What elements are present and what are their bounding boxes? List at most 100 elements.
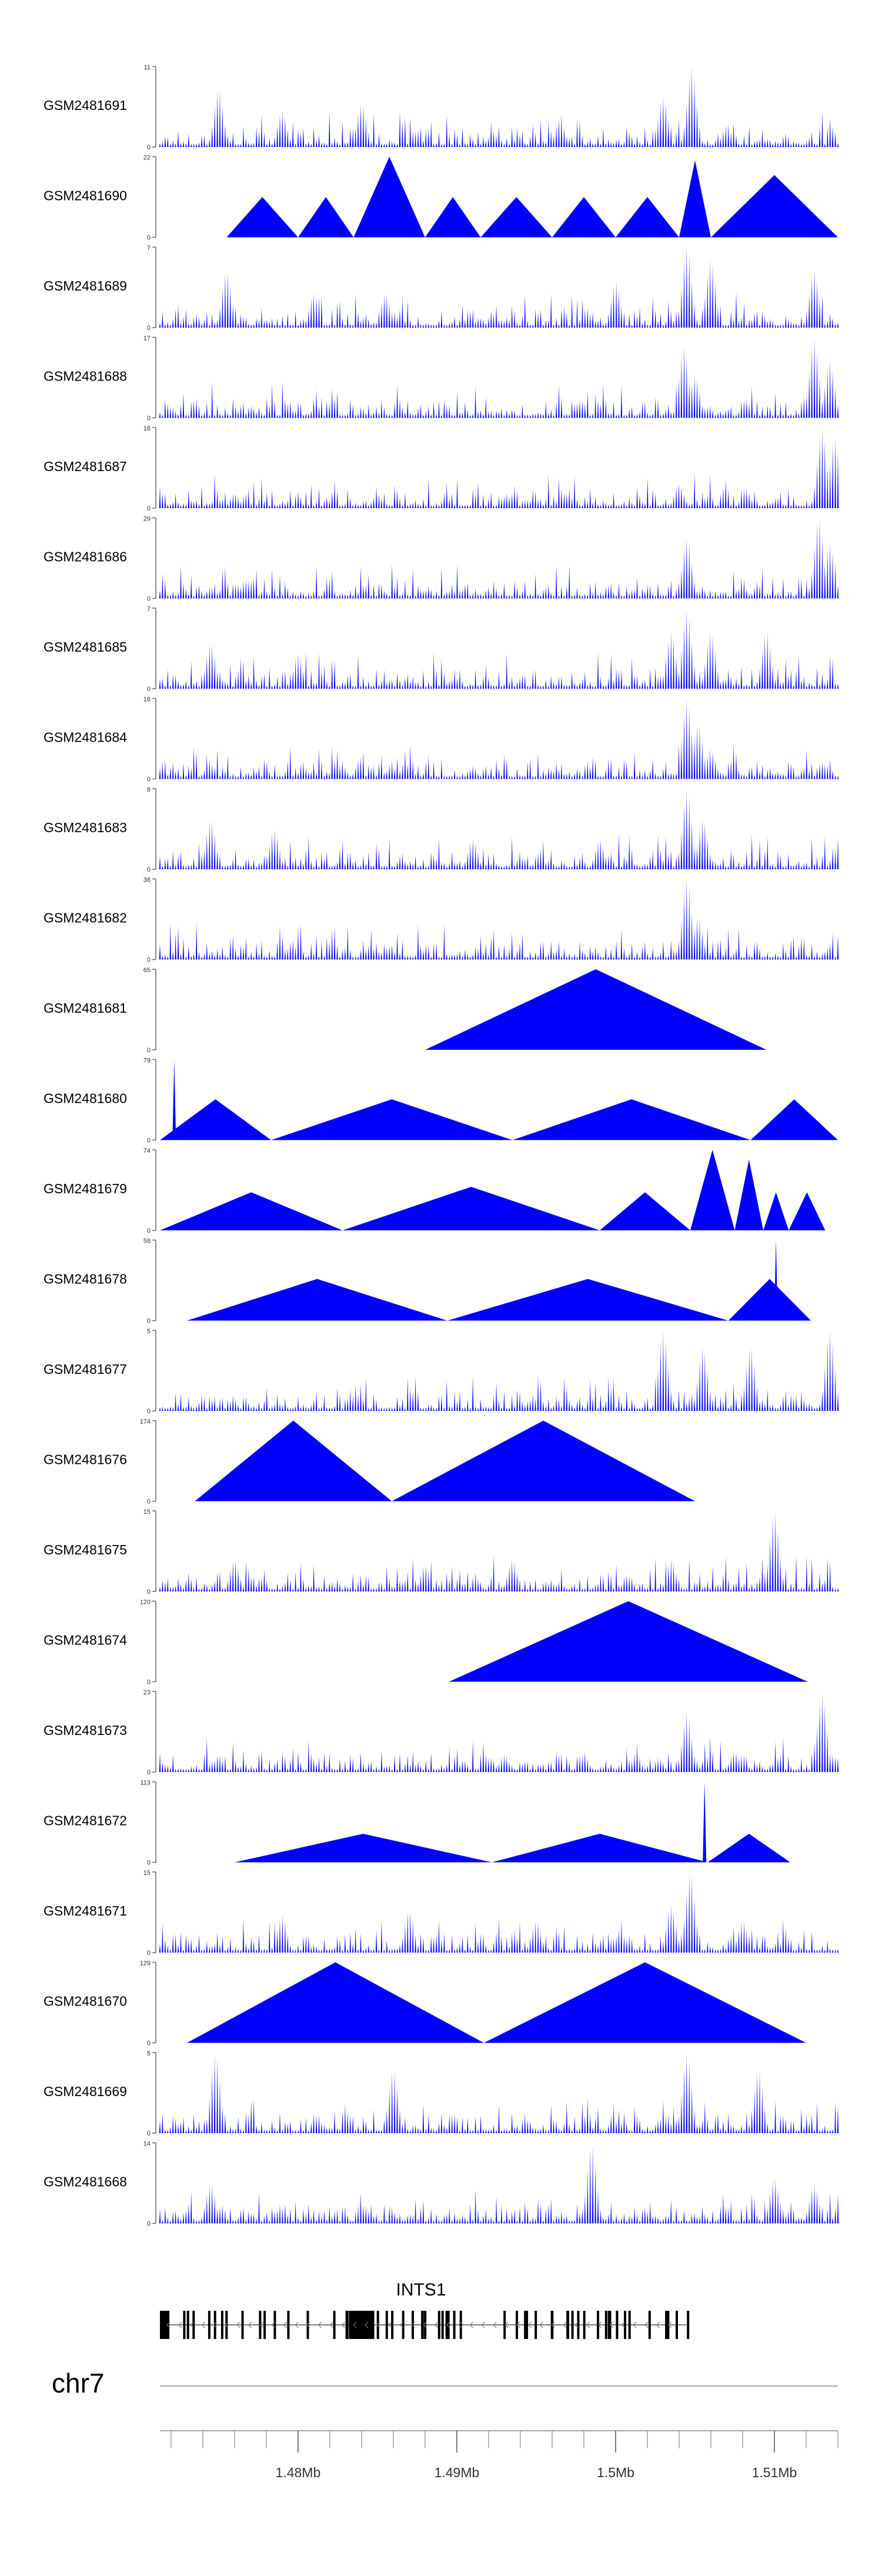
gene-exon (604, 2311, 607, 2339)
gene-exon (453, 2311, 456, 2339)
y-min-label: 0 (147, 1950, 151, 1957)
strand-arrow (318, 2321, 322, 2328)
coverage-profile (159, 608, 839, 689)
y-min-label: 0 (147, 957, 151, 964)
track-label: GSM2481687 (44, 459, 127, 474)
y-max-label: 23 (143, 1689, 151, 1696)
track-GSM2481680: GSM2481680 79 0 (44, 1057, 838, 1144)
y-min-label: 0 (147, 686, 151, 693)
y-min-label: 0 (147, 505, 151, 512)
coverage-segment (789, 1192, 826, 1230)
coverage-profile (159, 337, 839, 418)
gene-exon (225, 2311, 228, 2339)
y-max-label: 15 (143, 1870, 151, 1877)
strand-arrow (329, 2321, 334, 2328)
coverage-segment (342, 1186, 600, 1230)
axis-tick-label: 1.51Mb (752, 2465, 797, 2480)
gene-label: INTS1 (396, 2280, 446, 2300)
y-max-label: 120 (140, 1599, 151, 1606)
strand-arrow (527, 2321, 532, 2328)
track-label: GSM2481685 (44, 639, 127, 655)
gene-exon (447, 2311, 450, 2339)
y-max-label: 129 (140, 1960, 151, 1967)
strand-arrow (283, 2321, 287, 2328)
gene-exon (333, 2311, 336, 2339)
track-label: GSM2481670 (44, 1994, 127, 2009)
strand-arrow (306, 2321, 310, 2328)
strand-arrow (621, 2321, 625, 2328)
gene-exon (391, 2311, 394, 2339)
track-GSM2481690: GSM2481690 22 0 (44, 155, 838, 242)
coverage-profile (159, 1512, 839, 1591)
gene-exon (616, 2311, 619, 2339)
strand-arrow (563, 2321, 567, 2328)
strand-arrow (341, 2321, 345, 2328)
y-min-label: 0 (147, 2040, 151, 2047)
track-label: GSM2481671 (44, 1903, 127, 1918)
y-min-label: 0 (147, 1137, 151, 1144)
strand-arrow (166, 2321, 171, 2328)
gene-exon (524, 2311, 527, 2339)
gene-exon (346, 2311, 349, 2339)
track-GSM2481686: GSM2481686 29 0 (44, 516, 839, 603)
coverage-segment (492, 1834, 708, 1863)
strand-arrow (597, 2321, 602, 2328)
gene-exon (241, 2311, 244, 2339)
strand-arrow (516, 2321, 520, 2328)
coverage-segment (615, 197, 679, 238)
coverage-segment (449, 1601, 808, 1682)
track-label: GSM2481668 (44, 2174, 127, 2190)
coverage-tracks: GSM2481691110GSM2481690220GSM248168970GS… (44, 64, 839, 2228)
coverage-segment (552, 197, 616, 238)
coverage-segment (483, 1962, 806, 2043)
coverage-segment (690, 1150, 735, 1230)
coverage-segment (512, 1099, 751, 1140)
coverage-segment (728, 1279, 811, 1321)
y-max-label: 17 (143, 335, 151, 342)
strand-arrow (178, 2321, 182, 2328)
strand-arrow (271, 2321, 275, 2328)
coverage-segment (160, 1192, 343, 1230)
y-max-label: 5 (147, 1328, 151, 1335)
coverage-segment (392, 1420, 695, 1501)
y-max-label: 29 (143, 516, 151, 523)
y-max-label: 16 (143, 425, 151, 432)
axis-tick-label: 1.48Mb (276, 2465, 321, 2480)
gene-exon (666, 2311, 669, 2339)
y-min-label: 0 (147, 1860, 151, 1867)
coverage-profile (159, 789, 839, 869)
track-GSM2481674: GSM2481674 120 0 (44, 1599, 808, 1686)
gene-exon (213, 2311, 216, 2339)
strand-arrow (586, 2321, 590, 2328)
track-GSM2481669: GSM2481669 5 0 (44, 2050, 839, 2137)
coverage-spike (703, 1781, 707, 1863)
track-label: GSM2481689 (44, 278, 127, 293)
y-min-label: 0 (147, 235, 151, 242)
y-max-label: 8 (147, 786, 151, 793)
track-GSM2481675: GSM2481675 15 0 (44, 1509, 839, 1596)
track-GSM2481689: GSM2481689 7 0 (44, 245, 839, 332)
strand-arrow (667, 2321, 672, 2328)
coverage-segment (480, 197, 552, 238)
strand-arrow (633, 2321, 637, 2328)
y-max-label: 22 (143, 155, 151, 162)
coverage-profile (159, 699, 839, 779)
coverage-segment (447, 1279, 729, 1321)
track-GSM2481681: GSM2481681 65 0 (44, 967, 767, 1054)
strand-arrow (446, 2321, 450, 2328)
track-GSM2481676: GSM2481676 174 0 (44, 1419, 695, 1506)
strand-arrow (387, 2321, 392, 2328)
track-label: GSM2481679 (44, 1181, 127, 1196)
track-label: GSM2481672 (44, 1813, 127, 1828)
strand-arrow (435, 2321, 439, 2328)
strand-arrow (539, 2321, 543, 2328)
gene-exon (571, 2311, 574, 2339)
coverage-segment (425, 969, 767, 1050)
coverage-segment (195, 1420, 392, 1501)
y-min-label: 0 (147, 1408, 151, 1415)
strand-arrow (656, 2321, 660, 2328)
strand-arrow (644, 2321, 649, 2328)
y-min-label: 0 (147, 2221, 151, 2228)
track-label: GSM2481681 (44, 1000, 127, 1016)
y-max-label: 7 (147, 245, 151, 252)
